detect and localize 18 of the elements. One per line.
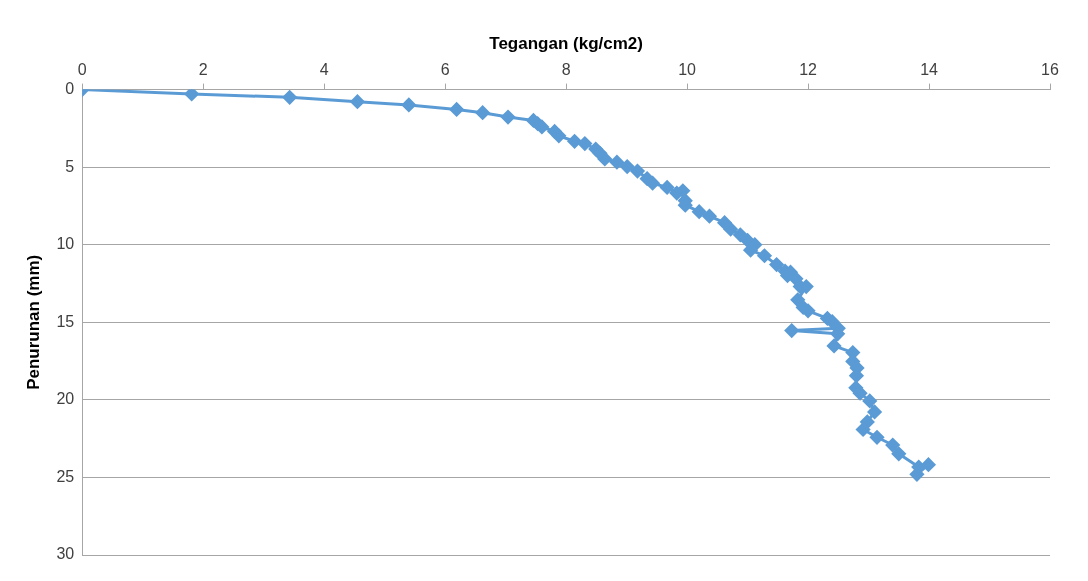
y-tick-label: 10: [56, 235, 75, 253]
y-tick-label: 30: [56, 545, 75, 563]
y-tick-label: 15: [56, 312, 75, 330]
x-tick-label: 0: [77, 61, 87, 79]
y-tick-label: 5: [65, 157, 75, 175]
x-tick-label: 6: [440, 61, 450, 79]
x-tick-label: 16: [1041, 61, 1059, 79]
y-axis-title: Penurunan (mm): [23, 254, 43, 390]
x-tick-label: 12: [799, 61, 818, 79]
x-tick-label: 4: [319, 61, 329, 79]
x-tick-label: 10: [678, 61, 697, 79]
x-tick-label: 8: [561, 61, 571, 79]
y-tick-label: 25: [56, 467, 75, 485]
y-tick-label: 0: [65, 80, 75, 98]
x-tick-label: 2: [198, 61, 208, 79]
y-tick-label: 20: [56, 390, 75, 408]
x-tick-label: 14: [920, 61, 939, 79]
x-axis-title: Tegangan (kg/cm2): [489, 33, 643, 53]
